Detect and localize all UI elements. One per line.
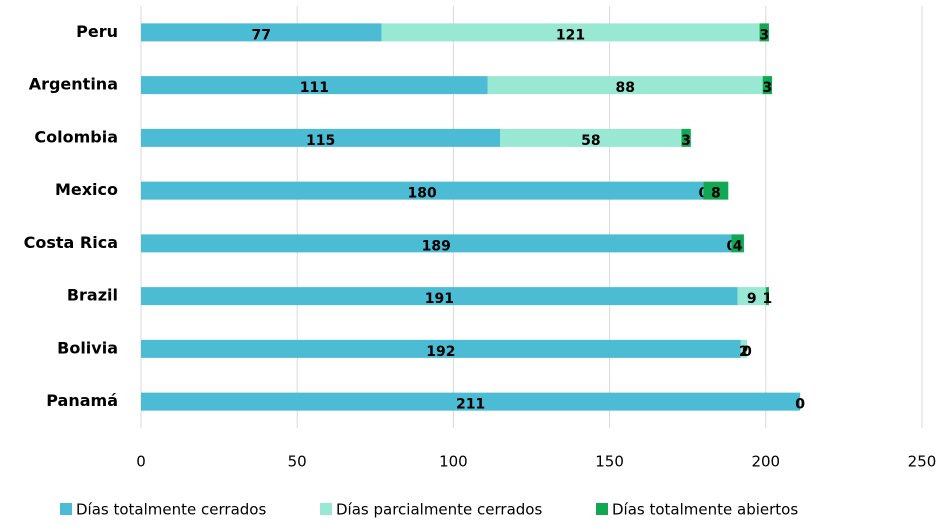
x-tick-label: 0 [136, 453, 146, 471]
bar-segment [765, 287, 769, 306]
category-label: Mexico [55, 180, 118, 199]
category-label: Bolivia [57, 338, 118, 357]
bar-segment [141, 287, 738, 306]
bar-segment [737, 287, 766, 306]
category-label: Panamá [46, 391, 118, 410]
data-label: 9 [747, 291, 757, 307]
data-label: 192 [426, 344, 455, 360]
category-label: Peru [76, 22, 118, 41]
bar-segment [500, 128, 682, 147]
bar-segment [681, 128, 691, 147]
category-label: Brazil [67, 286, 118, 305]
data-label: 2 [739, 344, 749, 360]
bar-segment [141, 128, 501, 147]
data-label: 191 [425, 291, 454, 307]
data-label: 8 [711, 186, 721, 202]
data-label: 88 [615, 80, 634, 96]
data-label: 4 [733, 238, 743, 254]
bar-segment [141, 234, 732, 253]
bar-segment [762, 76, 773, 95]
legend-swatch [596, 503, 608, 515]
x-tick-label: 50 [288, 453, 307, 471]
category-label: Argentina [29, 75, 118, 94]
legend-swatch [60, 503, 72, 515]
x-tick-label: 150 [595, 453, 624, 471]
bar-segment [381, 23, 760, 42]
bar-segment [740, 339, 748, 358]
data-label: 0 [795, 397, 805, 413]
category-label: Colombia [34, 127, 118, 146]
data-label: 77 [252, 27, 271, 43]
bar-segment [759, 23, 769, 42]
bar-segment [703, 181, 729, 200]
data-label: 115 [306, 133, 335, 149]
data-label: 58 [581, 133, 600, 149]
legend-label: Días totalmente cerrados [76, 501, 266, 519]
data-label: 3 [762, 80, 772, 96]
data-label: 0 [742, 344, 752, 360]
category-label: Costa Rica [24, 233, 118, 252]
legend-label: Días totalmente abiertos [612, 501, 798, 519]
data-label: 3 [681, 133, 691, 149]
bar-segment [731, 234, 744, 253]
data-label: 0 [795, 397, 805, 413]
bar-segment [141, 392, 801, 411]
bar-segment [487, 76, 763, 95]
x-tick-label: 100 [439, 453, 468, 471]
data-label: 1 [762, 291, 772, 307]
bar-segment [141, 23, 382, 42]
data-label: 3 [759, 27, 769, 43]
bar-segment [141, 76, 488, 95]
x-tick-label: 250 [908, 453, 937, 471]
data-label: 121 [556, 27, 585, 43]
data-label: 211 [456, 397, 485, 413]
data-label: 189 [422, 238, 451, 254]
data-label: 180 [408, 186, 437, 202]
x-tick-label: 200 [751, 453, 780, 471]
data-label: 111 [300, 80, 329, 96]
bar-segment [141, 181, 704, 200]
legend-label: Días parcialmente cerrados [336, 501, 542, 519]
legend-swatch [320, 503, 332, 515]
bar-segment [141, 339, 741, 358]
